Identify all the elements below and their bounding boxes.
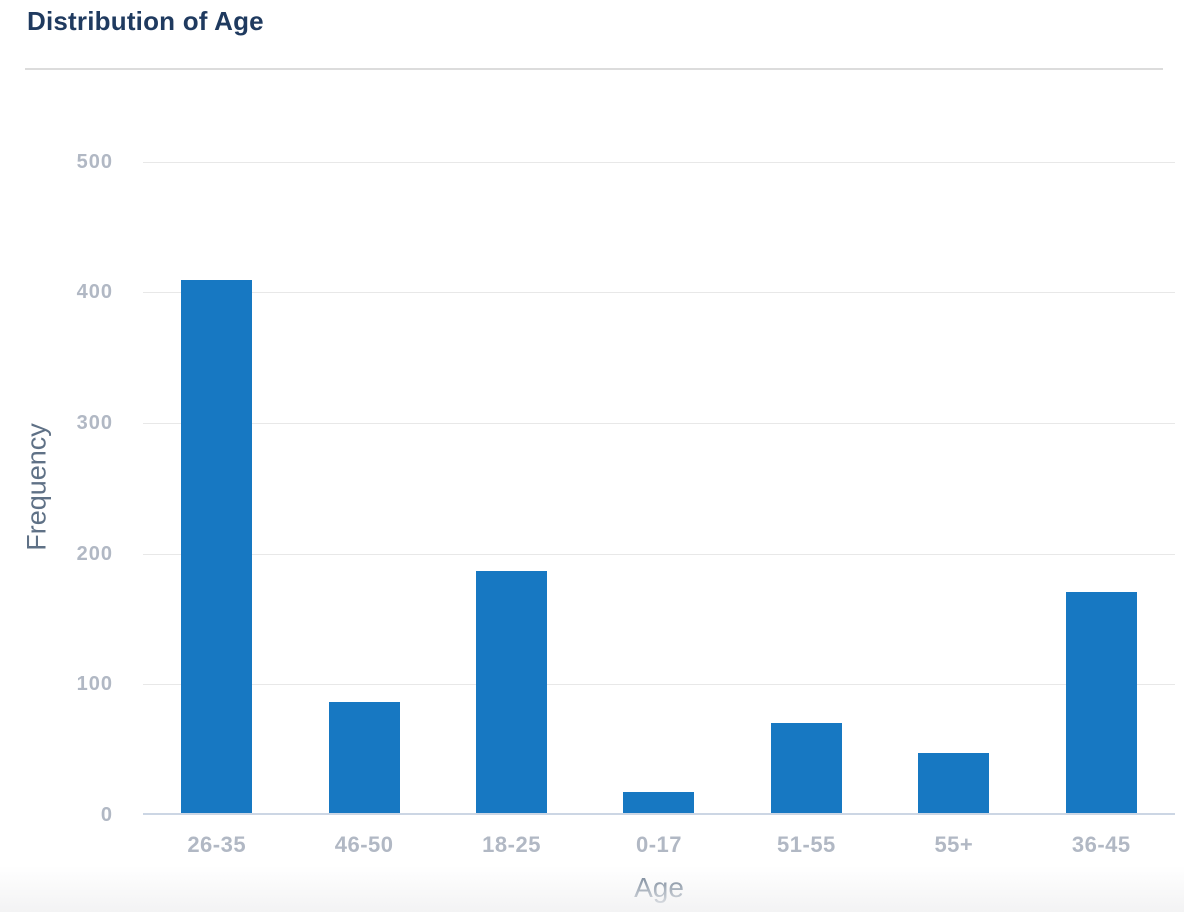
bar-51-55[interactable] <box>771 723 842 813</box>
bar-0-17[interactable] <box>623 792 694 813</box>
gridline-y-400 <box>143 292 1175 294</box>
gridline-y-500 <box>143 161 1175 163</box>
x-tick-46-50: 46-50 <box>334 832 394 857</box>
y-tick-500: 500 <box>76 150 113 173</box>
header-divider <box>25 68 1163 70</box>
y-tick-300: 300 <box>76 412 113 435</box>
y-axis-tick-labels: 0 100 200 300 400 500 <box>0 90 113 825</box>
x-tick-51-55: 51-55 <box>777 832 836 857</box>
x-tick-36-45: 36-45 <box>1071 832 1131 857</box>
gridline-y-100 <box>143 684 1175 686</box>
bar-18-25[interactable] <box>476 571 547 813</box>
bar-26-35[interactable] <box>181 280 252 813</box>
y-tick-400: 400 <box>76 281 113 304</box>
bar-36-45[interactable] <box>1066 592 1137 813</box>
plot-area <box>143 90 1175 815</box>
bar-46-50[interactable] <box>329 702 400 813</box>
x-tick-55+: 55+ <box>934 832 974 857</box>
x-tick-18-25: 18-25 <box>482 832 541 857</box>
x-axis-title: Age <box>634 872 684 903</box>
bar-55+[interactable] <box>918 753 989 813</box>
chart-title: Distribution of Age <box>27 6 264 36</box>
y-tick-0: 0 <box>100 804 113 826</box>
x-tick-26-35: 26-35 <box>187 832 247 857</box>
y-tick-200: 200 <box>76 542 113 565</box>
gridline-y-300 <box>143 423 1175 425</box>
x-axis-tick-labels: 26-35 46-50 18-25 0-17 51-55 55+ 36-45 <box>143 830 1175 862</box>
y-tick-100: 100 <box>76 673 113 696</box>
gridline-y-200 <box>143 553 1175 555</box>
x-tick-0-17: 0-17 <box>635 832 683 857</box>
